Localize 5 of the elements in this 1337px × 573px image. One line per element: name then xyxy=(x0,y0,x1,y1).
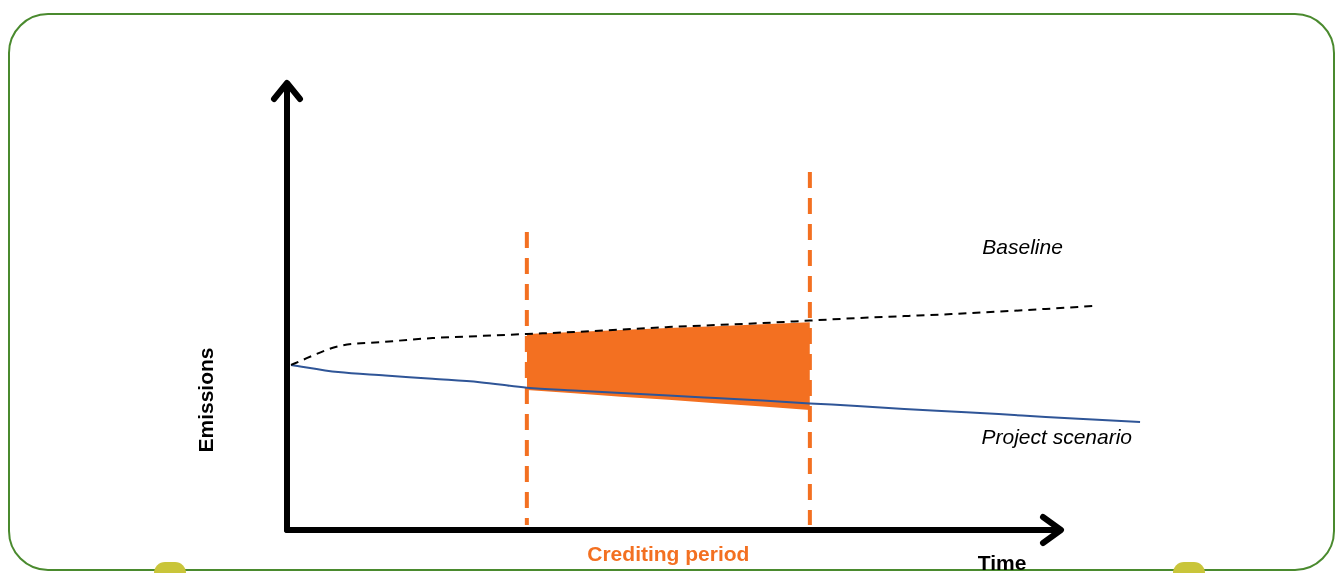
series-label: Project scenario xyxy=(981,425,1133,449)
text: Crediting period xyxy=(587,542,750,565)
x-axis-title: Time xyxy=(977,551,1027,573)
y-axis-title: Emissions xyxy=(194,347,217,453)
text: Baseline xyxy=(982,235,1063,258)
